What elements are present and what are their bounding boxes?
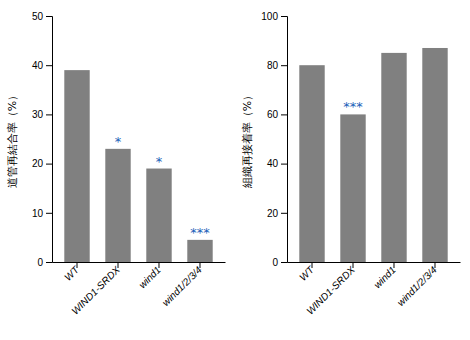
panel: 0 20 40 60 80 100 WTWIND1-SRDX wind1wind1/2/3/4… — [241, 11, 461, 317]
tick: WIND1-SRDX — [304, 262, 357, 317]
bar — [146, 169, 171, 262]
tick: 100 — [261, 11, 287, 22]
tick-mark — [199, 262, 200, 268]
tick-label: 10 — [32, 208, 44, 219]
x-axis: WTWIND1-SRDX wind1wind1/2/3/4 — [288, 262, 461, 317]
y-axis-title: 道管再結合率（%） — [6, 90, 19, 188]
tick: 30 — [32, 109, 52, 120]
tick: wind1/2/3/4 — [160, 262, 204, 308]
tick-mark — [118, 262, 119, 268]
tick: 60 — [267, 109, 287, 120]
tick-mark — [353, 262, 354, 268]
tick-mark — [281, 114, 287, 115]
tick: wind1/2/3/4 — [395, 262, 439, 308]
bars — [299, 48, 447, 262]
tick-label: 0 — [272, 257, 278, 268]
tick: 50 — [32, 11, 52, 22]
tick-mark — [77, 262, 78, 268]
tick-label: 40 — [267, 158, 279, 169]
tick: 0 — [272, 257, 287, 268]
tick: 40 — [32, 60, 52, 71]
tick-mark — [434, 262, 435, 268]
tick-mark — [158, 262, 159, 268]
tick-label: WT — [62, 263, 81, 282]
tick: WT — [62, 262, 81, 283]
tick-label: WIND1-SRDX — [69, 264, 122, 317]
tick: wind1 — [137, 262, 163, 290]
bar — [340, 114, 365, 262]
tick: 20 — [32, 158, 52, 169]
bar — [381, 53, 406, 262]
x-axis: WTWIND1-SRDX wind1wind1/2/3/4 — [53, 262, 226, 317]
y-axis: 0 20 40 60 80 100 — [261, 11, 287, 268]
tick: WT — [297, 262, 316, 283]
axis-line — [281, 17, 288, 263]
tick: 80 — [267, 60, 287, 71]
tick: 20 — [267, 208, 287, 219]
bar — [105, 149, 130, 262]
tick-mark — [281, 16, 287, 17]
tick-label: wind1/2/3/4 — [395, 264, 439, 308]
tick-mark — [281, 164, 287, 165]
tick-mark — [46, 213, 52, 214]
y-axis: 0 10 20 30 40 50 — [32, 11, 53, 268]
annotations: ***** — [115, 134, 210, 240]
tick-mark — [281, 262, 287, 263]
y-axis-title: 組織再接着率（%） — [241, 90, 254, 189]
tick-label: wind1 — [372, 264, 398, 290]
tick-mark — [46, 114, 52, 115]
tick-mark — [393, 262, 394, 268]
tick-mark — [312, 262, 313, 268]
annotation: *** — [190, 225, 210, 240]
tick-label: 0 — [37, 257, 43, 268]
annotation: * — [115, 134, 122, 149]
bar — [187, 240, 212, 262]
tick-mark — [46, 16, 52, 17]
annotation: *** — [343, 99, 363, 114]
tick-mark — [46, 164, 52, 165]
tick-mark — [46, 262, 52, 263]
tick-label: WT — [297, 263, 316, 282]
tick-label: 100 — [261, 11, 278, 22]
tick: wind1 — [372, 262, 398, 290]
bar — [422, 48, 447, 262]
tick-label: 80 — [267, 60, 279, 71]
tick-label: 40 — [32, 60, 44, 71]
tick-mark — [281, 65, 287, 66]
tick-label: 20 — [32, 158, 44, 169]
bars — [64, 70, 212, 262]
tick-label: 30 — [32, 109, 44, 120]
tick-mark — [46, 65, 52, 66]
tick: WIND1-SRDX — [69, 262, 122, 317]
annotations: *** — [343, 99, 363, 114]
tick: 10 — [32, 208, 52, 219]
figure: 01020304050WTWIND1-SRDXwind1wind1/2/3/4*… — [0, 0, 470, 340]
tick-label: wind1/2/3/4 — [160, 264, 204, 308]
tick-label: 50 — [32, 11, 44, 22]
tick: 0 — [37, 257, 52, 268]
axis-line — [46, 17, 53, 263]
tick: 40 — [267, 158, 287, 169]
chart-container: 01020304050WTWIND1-SRDXwind1wind1/2/3/4*… — [0, 0, 470, 340]
annotation: * — [156, 154, 163, 169]
bar — [299, 65, 324, 262]
tick-label: WIND1-SRDX — [304, 264, 357, 317]
bar — [64, 70, 89, 262]
tick-label: wind1 — [137, 264, 163, 290]
tick-label: 60 — [267, 109, 279, 120]
panel: 0 10 20 30 40 50 WTWIND1-SRDX wind1wind1/2/3/4 *… — [6, 11, 226, 317]
tick-label: 20 — [267, 208, 279, 219]
tick-mark — [281, 213, 287, 214]
